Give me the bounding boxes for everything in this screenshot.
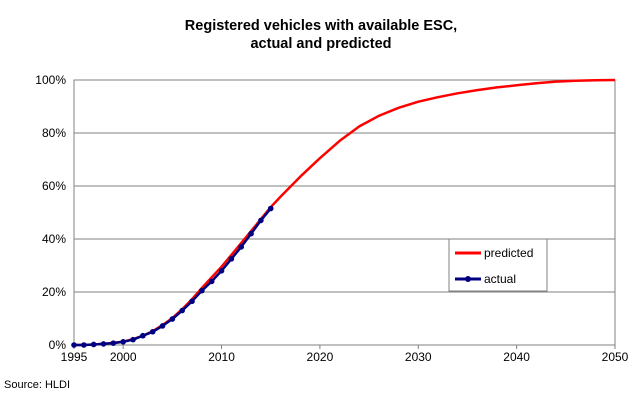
chart-title-line-1: Registered vehicles with available ESC, — [185, 18, 457, 34]
data-point-actual — [267, 205, 274, 212]
data-point-actual — [90, 341, 97, 348]
data-point-actual — [120, 339, 126, 345]
legend-actual-label: actual — [484, 272, 516, 286]
x-tick-label: 2030 — [405, 350, 432, 364]
x-tick-label: 2050 — [602, 350, 629, 364]
series — [71, 78, 616, 348]
y-tick-label: 20% — [42, 285, 66, 299]
data-point-actual — [248, 230, 254, 237]
y-tick-label: 60% — [42, 179, 66, 193]
data-point-actual — [110, 340, 117, 346]
data-point-actual — [208, 278, 215, 285]
data-point-actual — [130, 336, 136, 343]
data-point-actual — [81, 342, 87, 348]
data-point-actual — [140, 332, 146, 339]
source-note: Source: HLDI — [4, 379, 70, 391]
data-point-actual — [189, 298, 195, 305]
data-point-actual — [169, 316, 176, 322]
y-tick-label: 80% — [42, 126, 66, 140]
chart-title-line-2: actual and predicted — [250, 36, 391, 52]
x-tick-label: 2010 — [208, 350, 235, 364]
data-point-actual — [258, 217, 264, 224]
plot-area — [73, 79, 616, 346]
y-tick-label: 40% — [42, 232, 66, 246]
data-point-actual — [179, 307, 185, 314]
data-point-actual — [159, 323, 166, 329]
legend-predicted-label: predicted — [484, 246, 533, 260]
data-point-actual — [100, 341, 107, 347]
y-tick-label: 0% — [49, 338, 67, 352]
data-point-actual — [228, 256, 235, 262]
legend-actual-marker — [465, 276, 471, 282]
x-tick-label: 2020 — [307, 350, 334, 364]
legend: predicted actual — [448, 238, 548, 292]
legend-box — [448, 238, 548, 292]
data-point-actual — [71, 342, 77, 348]
x-tick-label: 2000 — [110, 350, 137, 364]
x-tick-label: 1995 — [61, 350, 88, 364]
data-point-actual — [238, 244, 245, 250]
data-point-actual — [149, 328, 156, 335]
x-tick-label: 2040 — [503, 350, 530, 364]
data-point-actual — [199, 287, 205, 294]
y-tick-label: 100% — [35, 73, 66, 87]
data-point-actual — [218, 268, 225, 274]
axis-ticks: 0% 20% 40% 60% 80% 100% 1995 2000 2010 2020 2030 20… — [35, 73, 628, 364]
